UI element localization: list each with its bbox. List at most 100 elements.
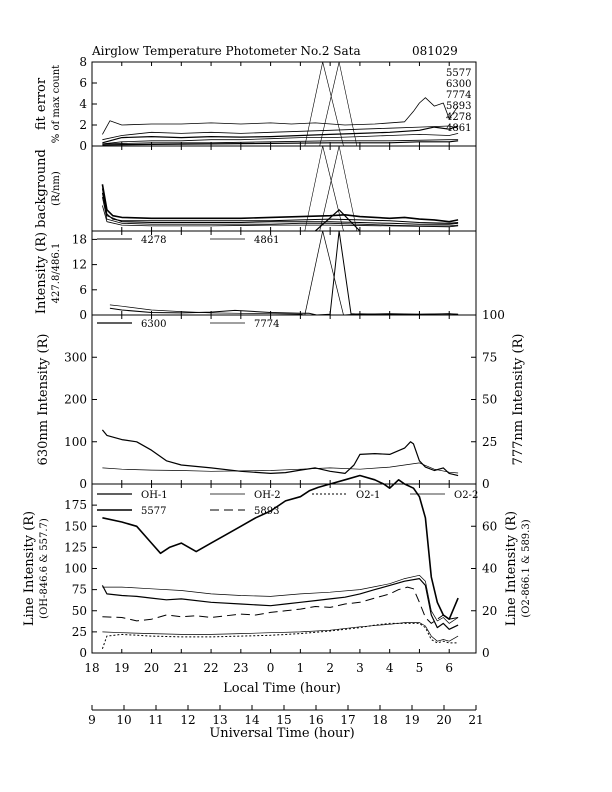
- legend-label: OH-2: [254, 490, 281, 501]
- y2-tick-label: 50: [482, 393, 497, 407]
- y-tick-label: 4: [79, 97, 87, 111]
- series-line-4278: [109, 230, 459, 316]
- y-axis-title: 427.8/486.1: [51, 243, 62, 304]
- legend-label: 5577: [141, 506, 166, 517]
- y-axis-title: (R/nm): [51, 171, 62, 206]
- y-tick-label: 175: [64, 498, 87, 512]
- local-time-tick-label: 6: [445, 661, 453, 675]
- series-line-OH-1: [101, 578, 459, 630]
- series-line-5893: [102, 586, 459, 624]
- legend-label: 4861: [446, 123, 471, 134]
- ut-tick-label: 11: [148, 713, 163, 727]
- series-line-7774: [102, 140, 459, 146]
- ut-tick-label: 12: [180, 713, 195, 727]
- y2-tick-label: 60: [482, 519, 497, 533]
- legend-label: 5893: [446, 101, 471, 112]
- legend-label: O2-2: [454, 490, 478, 501]
- y-tick-label: 6: [79, 283, 87, 297]
- y-tick-label: 8: [79, 55, 87, 69]
- series-line-5577: [102, 474, 459, 620]
- y-tick-label: 125: [64, 540, 87, 554]
- y2-tick-label: 0: [482, 646, 490, 660]
- ut-tick-label: 19: [404, 713, 419, 727]
- chart-date: 081029: [412, 44, 458, 58]
- local-time-tick-label: 1: [297, 661, 305, 675]
- series-line-4861: [102, 139, 459, 145]
- y-tick-label: 0: [79, 477, 87, 491]
- ut-tick-label: 21: [468, 713, 483, 727]
- legend-label: OH-1: [141, 490, 168, 501]
- local-time-tick-label: 3: [356, 661, 364, 675]
- y-tick-label: 12: [72, 258, 87, 272]
- series-line-unlabeled: [319, 145, 358, 232]
- legend-label: 4278: [446, 112, 471, 123]
- local-time-tick-label: 22: [203, 661, 218, 675]
- ut-tick-label: 9: [88, 713, 96, 727]
- y2-axis-title: (O2-866.1 & 589.3): [521, 519, 532, 617]
- panel-blue_lines: Intensity (R) 427.8/486.1 0 6 12 18 4278 4861: [34, 230, 477, 322]
- y2-axis-title: 777nm Intensity (R): [511, 334, 526, 466]
- y-axis-title: 630nm Intensity (R): [36, 334, 51, 466]
- local-time-tick-label: 2: [326, 661, 334, 675]
- panel-fit_error: fit error% of max count 0 2 4 6 8 557763007774…: [34, 55, 477, 153]
- y-tick-label: 200: [64, 393, 87, 407]
- local-time-tick-label: 4: [386, 661, 394, 675]
- y2-tick-label: 75: [482, 350, 497, 364]
- series-line-4278: [102, 97, 459, 135]
- y-tick-label: 18: [72, 232, 87, 246]
- y-tick-label: 0: [79, 139, 87, 153]
- y-tick-label: 6: [79, 76, 87, 90]
- legend-label: 4861: [254, 235, 279, 246]
- series-line-O2-1: [101, 622, 459, 649]
- y-axis-title: Line Intensity (R): [22, 511, 37, 626]
- y2-tick-label: 20: [482, 604, 497, 618]
- y-tick-label: 0: [79, 308, 87, 322]
- panel-background: background (R/nm): [34, 145, 477, 232]
- y2-tick-label: 40: [482, 562, 497, 576]
- ut-tick-label: 13: [212, 713, 227, 727]
- legend-label: 6300: [141, 319, 166, 330]
- series-line-unlabeled: [304, 61, 344, 147]
- y2-tick-label: 0: [482, 477, 490, 491]
- y-tick-label: 75: [72, 583, 87, 597]
- y-tick-label: 25: [72, 625, 87, 639]
- series-line-unlabeled: [319, 61, 358, 147]
- legend-label: 5577: [446, 68, 471, 79]
- series-line-unlabeled: [314, 209, 361, 232]
- y-axis-title: (OH-846.6 & 557.7): [39, 518, 50, 619]
- series-line-6300: [101, 429, 459, 477]
- series-line-unlabeled: [102, 205, 459, 228]
- series-line-O2-2: [102, 622, 459, 642]
- local-time-tick-label: 5: [416, 661, 424, 675]
- y2-axis-title: Line Intensity (R): [504, 511, 519, 626]
- ut-tick-label: 15: [276, 713, 291, 727]
- y-axis-title: fit error: [34, 77, 49, 130]
- legend-label: 6300: [446, 79, 471, 90]
- series-line-OH-2: [102, 574, 459, 624]
- y-tick-label: 0: [79, 646, 87, 660]
- ut-tick-label: 17: [340, 713, 355, 727]
- y2-tick-label: 100: [482, 308, 505, 322]
- legend-label: 7774: [446, 90, 471, 101]
- y2-tick-label: 25: [482, 435, 497, 449]
- series-line-unlabeled: [101, 192, 459, 225]
- local-time-tick-label: 23: [233, 661, 248, 675]
- series-line-unlabeled: [304, 145, 344, 232]
- y-tick-label: 150: [64, 519, 87, 533]
- panel-oi_6300_7774: 630nm Intensity (R) 0 100 200 300 0 25 50 75 100 7…: [36, 308, 526, 491]
- ut-tick-label: 16: [308, 713, 323, 727]
- ut-tick-label: 20: [436, 713, 451, 727]
- local-time-axis-title: Local Time (hour): [223, 681, 341, 696]
- legend-label: 5893: [254, 506, 279, 517]
- series-line-unlabeled: [102, 196, 459, 227]
- y-tick-label: 2: [79, 118, 87, 132]
- series-line-7774: [102, 462, 459, 474]
- local-time-tick-label: 18: [84, 661, 99, 675]
- ut-tick-label: 10: [116, 713, 131, 727]
- panel-oh_o2_lines: Line Intensity (R) (OH-846.6 & 557.7)0255…: [22, 474, 532, 660]
- local-time-tick-label: 19: [114, 661, 129, 675]
- y-tick-label: 100: [64, 562, 87, 576]
- y-tick-label: 300: [64, 350, 87, 364]
- y-axis-title: % of max count: [51, 65, 62, 143]
